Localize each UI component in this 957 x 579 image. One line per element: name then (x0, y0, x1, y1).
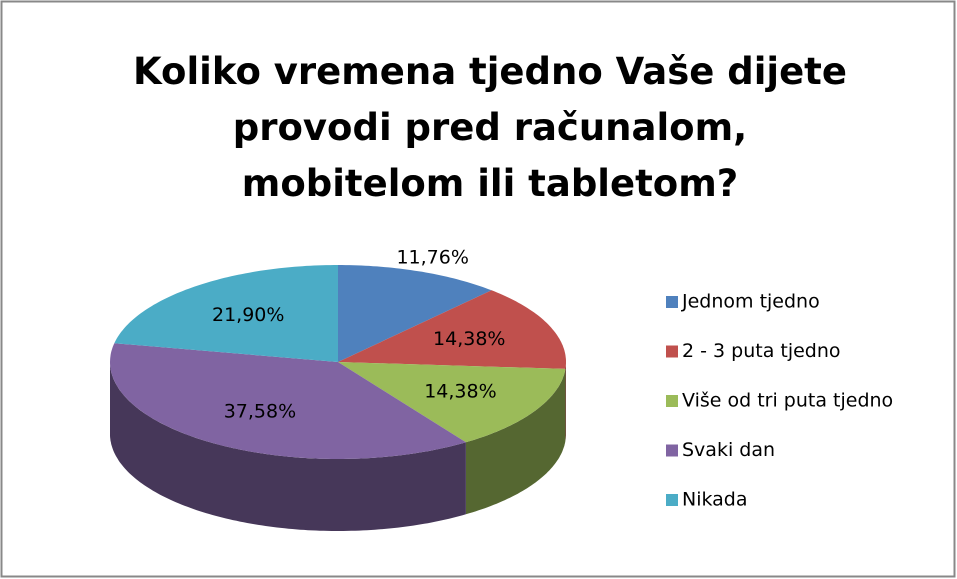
legend-label: Svaki dan (682, 439, 775, 461)
pie-slice (110, 343, 466, 459)
pie-slice (338, 362, 566, 443)
legend-label: Nikada (682, 489, 748, 511)
legend-swatch (666, 296, 678, 308)
legend-swatch (666, 345, 678, 358)
legend-swatch (666, 444, 678, 457)
data-label: 14,38% (433, 328, 505, 350)
data-label: 11,76% (396, 246, 468, 268)
chart-title: Koliko vremena tjedno Vaše dijete provod… (133, 50, 847, 205)
data-label: 14,38% (424, 381, 496, 403)
pie-slice (338, 290, 566, 369)
pie-slice-side (465, 368, 566, 515)
pie-slice (338, 265, 492, 362)
legend-label: Jednom tjedno (681, 291, 820, 313)
data-label: 37,58% (224, 401, 296, 423)
pie-slice-side (565, 362, 566, 441)
legend-swatch (666, 494, 678, 506)
pie-slice-side (110, 362, 466, 531)
legend-swatch (666, 395, 678, 407)
legend-label: Više od tri puta tjedno (682, 390, 893, 412)
data-label: 21,90% (212, 304, 284, 326)
pie-slice (114, 265, 338, 362)
legend-label: 2 - 3 puta tjedno (682, 340, 841, 362)
